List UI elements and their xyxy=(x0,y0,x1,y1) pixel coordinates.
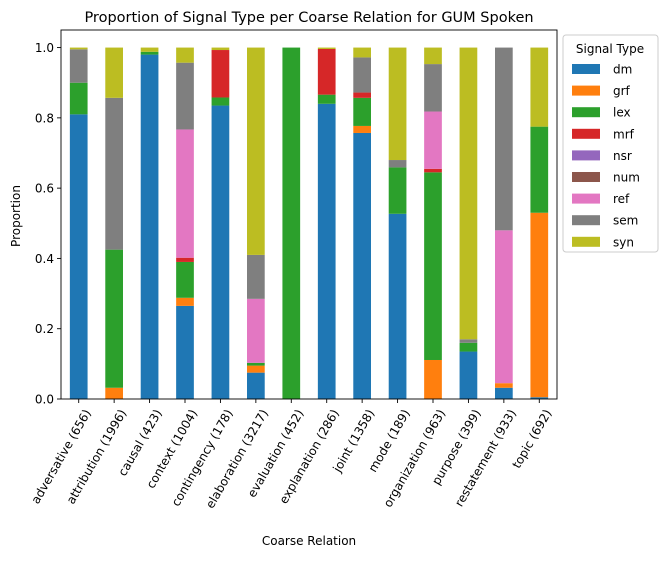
bar-segment-syn xyxy=(211,47,230,51)
bar-segment-syn xyxy=(459,47,478,340)
bar-segment-sem xyxy=(353,57,371,93)
bar-segment-mrf xyxy=(353,92,371,98)
legend-label-nsr: nsr xyxy=(613,149,632,163)
y-axis-label: Proportion xyxy=(9,185,23,247)
legend-label-num: num xyxy=(613,171,640,185)
bar-segment-syn xyxy=(140,47,159,52)
x-axis-label: Coarse Relation xyxy=(262,534,356,548)
bar-segment-mrf xyxy=(424,168,442,173)
bar-segment-dm xyxy=(530,397,549,399)
bar-segment-grf xyxy=(530,212,549,398)
bar-segment-syn xyxy=(530,47,549,127)
bar-segment-mrf xyxy=(176,257,194,262)
bar-segment-lex xyxy=(353,97,371,126)
bar-segment-ref xyxy=(495,230,513,384)
bar-segment-dm xyxy=(140,54,159,399)
bar-segment-lex xyxy=(176,261,194,298)
legend-title: Signal Type xyxy=(576,42,644,56)
bar-segment-dm xyxy=(247,372,265,399)
bar-segment-dm xyxy=(353,132,371,399)
bar-segment-syn xyxy=(388,47,407,161)
legend-swatch-dm xyxy=(572,64,600,74)
bar-segment-sem xyxy=(69,49,88,83)
bar-segment-lex xyxy=(140,51,159,55)
bar-segment-dm xyxy=(69,114,88,399)
y-tick-label: 0.2 xyxy=(35,322,54,336)
y-tick-label: 0.8 xyxy=(35,111,54,125)
bar-segment-lex xyxy=(317,94,336,104)
legend-label-dm: dm xyxy=(613,63,632,77)
y-axis: 0.0 0.2 0.4 0.6 0.8 1.0 xyxy=(35,41,61,407)
legend-swatch-grf xyxy=(572,85,600,96)
bar-segment-lex xyxy=(388,167,407,214)
bar-segment-syn xyxy=(353,47,371,58)
bar-segment-lex xyxy=(459,342,478,352)
bar-segment-grf xyxy=(424,359,442,399)
bar-segment-sem xyxy=(247,254,265,299)
bar-segment-dm xyxy=(388,213,407,399)
legend-swatch-nsr xyxy=(572,150,600,161)
bar-segment-sem xyxy=(105,97,123,250)
bar-segment-dm xyxy=(211,105,230,400)
bar-segment-syn xyxy=(317,47,336,49)
y-tick-label: 0.6 xyxy=(35,182,54,196)
bar-segment-syn xyxy=(247,47,265,255)
bar-segment-sem xyxy=(495,47,513,231)
bar-segment-lex xyxy=(530,126,549,213)
bar-segment-lex xyxy=(282,47,301,399)
bar-segment-lex xyxy=(105,249,123,388)
bar-segment-grf xyxy=(176,297,194,306)
bar-segment-lex xyxy=(211,97,230,106)
bars-layer xyxy=(69,47,549,400)
bar-segment-syn xyxy=(105,47,123,98)
bar-segment-dm xyxy=(459,351,478,399)
y-tick-label: 1.0 xyxy=(35,41,54,55)
legend-swatch-lex xyxy=(572,107,600,118)
legend-label-sem: sem xyxy=(613,214,638,228)
legend-label-syn: syn xyxy=(613,235,634,249)
legend-label-grf: grf xyxy=(613,84,631,98)
legend: Signal Type dm grf lex mrf nsr num ref sem syn xyxy=(562,34,659,253)
legend-swatch-ref xyxy=(572,193,600,204)
legend-swatch-mrf xyxy=(572,128,600,139)
y-tick-label: 0.4 xyxy=(35,252,54,266)
bar-segment-dm xyxy=(495,387,513,399)
bar-segment-syn xyxy=(424,47,442,65)
bar-segment-ref xyxy=(176,129,194,258)
bar-segment-ref xyxy=(424,111,442,169)
bar-segment-sem xyxy=(388,160,407,168)
bar-segment-grf xyxy=(247,365,265,373)
bar-segment-lex xyxy=(424,172,442,360)
bar-segment-mrf xyxy=(317,48,336,95)
legend-label-ref: ref xyxy=(613,192,630,206)
bar-segment-grf xyxy=(495,383,513,388)
y-tick-label: 0.0 xyxy=(35,393,54,407)
x-tick-label: elaboration (3217) xyxy=(203,407,271,511)
legend-label-mrf: mrf xyxy=(613,127,635,141)
chart-title: Proportion of Signal Type per Coarse Rel… xyxy=(84,10,533,26)
legend-swatch-syn xyxy=(572,236,600,247)
legend-swatch-sem xyxy=(572,215,600,226)
legend-swatch-num xyxy=(572,172,600,182)
bar-segment-dm xyxy=(176,305,194,399)
bar-segment-sem xyxy=(176,62,194,130)
bar-segment-lex xyxy=(247,362,265,366)
x-axis: adversative (656)attribution (1996)causa… xyxy=(29,399,555,511)
legend-label-lex: lex xyxy=(613,106,631,120)
bar-segment-grf xyxy=(105,387,123,399)
bar-segment-lex xyxy=(69,82,88,115)
bar-segment-ref xyxy=(247,298,265,363)
bar-segment-sem xyxy=(424,64,442,112)
bar-segment-syn xyxy=(69,47,88,50)
bar-segment-sem xyxy=(459,339,478,343)
bar-segment-mrf xyxy=(211,50,230,98)
bar-segment-grf xyxy=(353,125,371,133)
bar-segment-dm xyxy=(317,103,336,400)
plot-frame xyxy=(60,29,558,400)
bar-segment-syn xyxy=(176,47,194,63)
